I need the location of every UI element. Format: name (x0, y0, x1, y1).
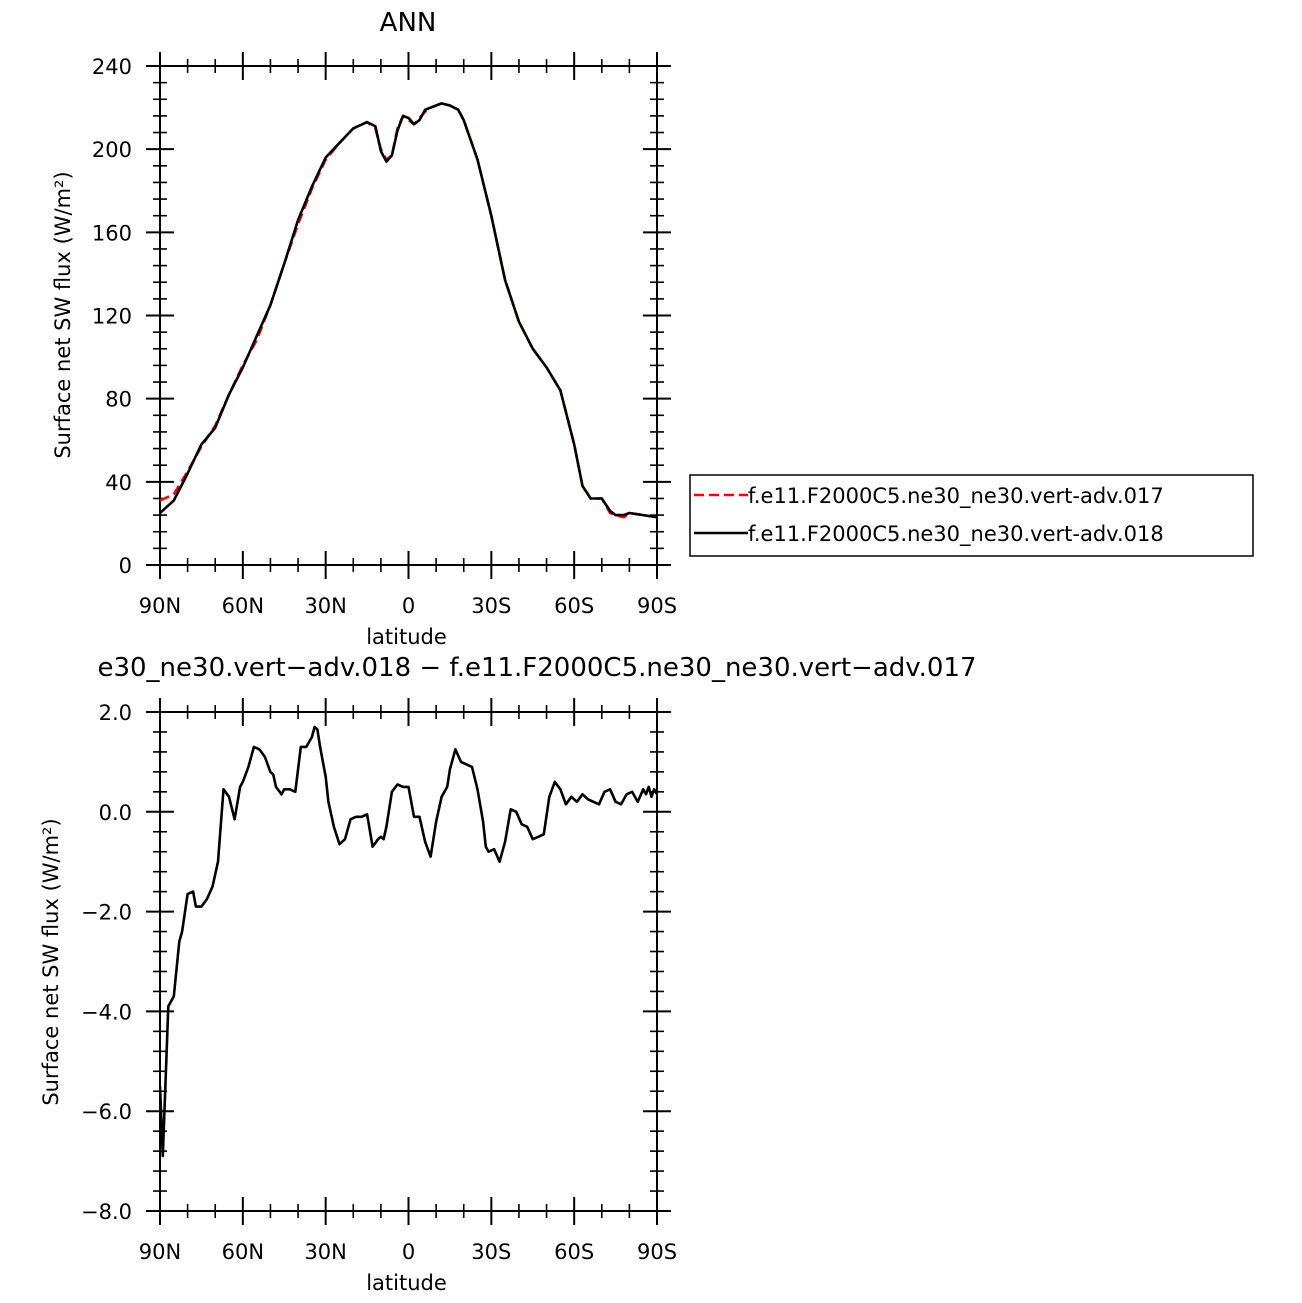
legend-label-2: f.e11.F2000C5.ne30_ne30.vert-adv.018 (748, 522, 1164, 547)
series-line-1 (160, 725, 657, 1158)
chart-title: e30_ne30.vert−adv.018 − f.e11.F2000C5.ne… (97, 653, 976, 683)
chart-panel-2: e30_ne30.vert−adv.018 − f.e11.F2000C5.ne… (39, 653, 977, 1295)
y-tick-label: −8.0 (81, 1200, 132, 1224)
x-tick-label: 90N (139, 1240, 181, 1264)
x-tick-label: 0 (402, 1240, 415, 1264)
y-tick-label: 40 (105, 471, 132, 495)
y-tick-label: 160 (92, 221, 132, 245)
x-tick-label: 60N (222, 1240, 264, 1264)
x-tick-label: 60N (222, 594, 264, 618)
legend-label-1: f.e11.F2000C5.ne30_ne30.vert-adv.017 (748, 484, 1164, 509)
y-tick-label: 200 (92, 138, 132, 162)
chart-title: ANN (380, 8, 437, 38)
y-tick-label: −4.0 (81, 1000, 132, 1024)
plot-frame (159, 65, 658, 566)
y-axis-label: Surface net SW flux (W/m²) (39, 818, 63, 1105)
legend-box (689, 474, 1254, 557)
x-tick-label: 90S (637, 1240, 677, 1264)
x-tick-label: 60S (554, 1240, 594, 1264)
y-tick-label: 2.0 (99, 701, 132, 725)
x-axis-label: latitude (366, 625, 447, 649)
x-tick-label: 30S (471, 1240, 511, 1264)
y-tick-label: 0.0 (99, 801, 132, 825)
y-tick-label: 0 (119, 554, 132, 578)
x-tick-label: 90N (139, 594, 181, 618)
y-tick-label: 80 (105, 388, 132, 412)
x-tick-label: 0 (402, 594, 415, 618)
x-tick-label: 90S (637, 594, 677, 618)
y-tick-label: 240 (92, 55, 132, 79)
chart-panel-1: ANN 0 40 80 120 160 200 240 90N 60N 30N 0 30S 60S 90S l… (51, 8, 1254, 649)
legend: f.e11.F2000C5.ne30_ne30.vert-adv.017 f.e1… (689, 474, 1254, 557)
y-tick-label: −6.0 (81, 1100, 132, 1124)
series-line-1 (160, 102, 657, 519)
series-line-2 (160, 102, 657, 519)
x-tick-label: 30S (471, 594, 511, 618)
y-axis-label: Surface net SW flux (W/m²) (51, 171, 75, 458)
x-axis-label: latitude (366, 1271, 447, 1295)
x-tick-label: 30N (304, 1240, 346, 1264)
y-tick-label: −2.0 (81, 901, 132, 925)
x-tick-label: 30N (304, 594, 346, 618)
y-tick-label: 120 (92, 305, 132, 329)
x-tick-label: 60S (554, 594, 594, 618)
